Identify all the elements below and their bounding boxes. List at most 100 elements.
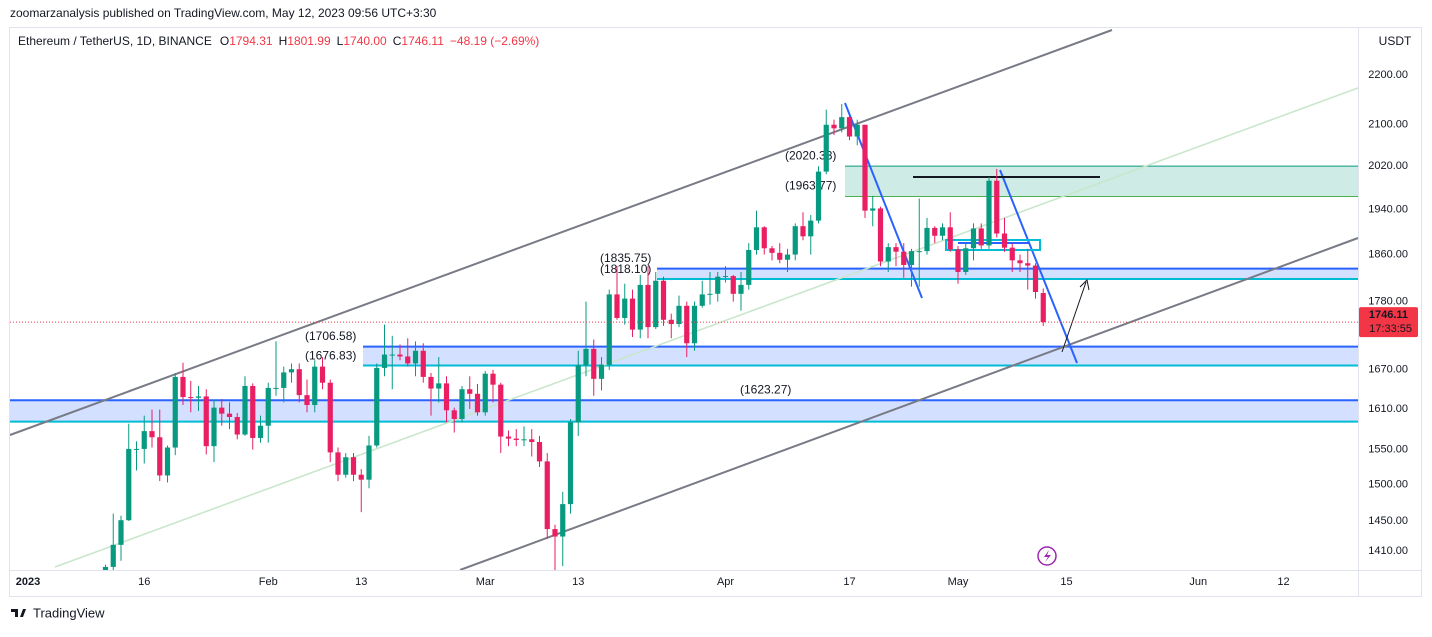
x-tick-label: Feb bbox=[259, 576, 278, 588]
candle-body bbox=[939, 227, 946, 236]
candle-body bbox=[676, 305, 682, 325]
countdown-label: 17:33:55 bbox=[1369, 323, 1412, 335]
candle-body bbox=[691, 305, 698, 344]
candle-body bbox=[877, 208, 884, 262]
candle-body bbox=[203, 396, 209, 447]
candle-body bbox=[870, 208, 876, 211]
y-tick-label: 1780.00 bbox=[1368, 296, 1408, 308]
candle-body bbox=[932, 227, 938, 236]
candle-body bbox=[350, 457, 357, 475]
y-tick-label: 1610.00 bbox=[1368, 403, 1408, 415]
candle-body bbox=[343, 457, 349, 475]
y-tick-label: 2200.00 bbox=[1368, 69, 1408, 81]
candle-body bbox=[575, 365, 581, 423]
zone-label: (2020.33) bbox=[785, 148, 836, 162]
tradingview-logo bbox=[11, 609, 26, 617]
y-tick-label: 1940.00 bbox=[1368, 203, 1408, 215]
candle-body bbox=[397, 354, 403, 357]
y-tick-label: 1550.00 bbox=[1368, 444, 1408, 456]
candle-body bbox=[567, 422, 574, 505]
candle-body bbox=[226, 413, 233, 417]
candle-body bbox=[242, 385, 248, 435]
candle-body bbox=[707, 293, 713, 295]
candle-body bbox=[761, 227, 767, 249]
candle-body bbox=[684, 305, 690, 344]
candle-body bbox=[521, 439, 527, 441]
zones: (2020.33) (1963.77) (1835.75)(1818.10) (170… bbox=[10, 148, 1358, 423]
y-tick-label: 1410.00 bbox=[1368, 545, 1408, 557]
candle-body bbox=[490, 373, 496, 385]
zone bbox=[363, 346, 1358, 366]
candle-body bbox=[846, 117, 853, 137]
candle-body bbox=[335, 452, 341, 475]
symbol-legend: Ethereum / TetherUS, 1D, BINANCE O1794.31… bbox=[18, 34, 539, 48]
candle-body bbox=[474, 393, 481, 413]
x-tick-label: Jun bbox=[1189, 576, 1207, 588]
ohlc-label: C bbox=[393, 34, 402, 48]
candle-body bbox=[304, 395, 310, 405]
candle-body bbox=[622, 298, 628, 318]
drawings bbox=[10, 29, 1358, 570]
candle-body bbox=[653, 280, 659, 328]
candle-body bbox=[645, 284, 651, 328]
candle-body bbox=[753, 227, 760, 250]
candle-body bbox=[715, 276, 721, 294]
footer-brand: TradingView bbox=[33, 605, 105, 620]
candle-body bbox=[505, 436, 512, 439]
candle-body bbox=[800, 226, 806, 237]
last-price-label: 1746.11 bbox=[1369, 309, 1408, 321]
ohlc-value: 1794.31 bbox=[229, 34, 273, 48]
event-bolt[interactable] bbox=[1044, 550, 1051, 562]
arrow-head bbox=[1079, 278, 1090, 291]
candle-body bbox=[769, 248, 775, 253]
candle-body bbox=[459, 389, 465, 419]
plot: (2020.33) (1963.77) (1835.75)(1818.10) (170… bbox=[10, 29, 1358, 570]
ohlc-label: L bbox=[337, 34, 344, 48]
candle-body bbox=[164, 447, 171, 476]
candle-body bbox=[374, 367, 380, 446]
ohlc-value: 1746.11 bbox=[401, 34, 444, 48]
candle-body bbox=[358, 474, 364, 480]
candle-body bbox=[614, 294, 620, 318]
candle-body bbox=[118, 520, 124, 545]
candle-body bbox=[1040, 293, 1046, 323]
candle-body bbox=[288, 369, 295, 373]
candle-body bbox=[219, 407, 225, 414]
candle-body bbox=[389, 354, 395, 356]
candle-body bbox=[180, 376, 186, 398]
candle-body bbox=[854, 124, 860, 137]
candle-body bbox=[257, 425, 264, 438]
candle-body bbox=[498, 384, 504, 437]
x-tick-label: 17 bbox=[843, 576, 855, 588]
candle-body bbox=[746, 249, 752, 285]
candle-body bbox=[188, 397, 194, 399]
symbol: Ethereum / TetherUS, 1D, BINANCE bbox=[18, 34, 212, 48]
candle-body bbox=[1032, 265, 1039, 293]
candle-body bbox=[250, 385, 256, 438]
ohlc-value: 1801.99 bbox=[287, 34, 331, 48]
candles bbox=[102, 104, 1046, 570]
candle-body bbox=[428, 376, 434, 389]
candle-body bbox=[157, 437, 163, 476]
candle-body bbox=[862, 124, 868, 211]
candle-body bbox=[560, 504, 566, 537]
candle-body bbox=[141, 431, 147, 449]
zone-label: (1835.75) bbox=[600, 251, 651, 265]
candle-body bbox=[908, 251, 915, 265]
zone-label: (1706.58) bbox=[305, 329, 356, 343]
candle-body bbox=[281, 372, 287, 388]
candle-body bbox=[381, 354, 388, 368]
y-tick-label: 2020.00 bbox=[1368, 160, 1408, 172]
candle-body bbox=[536, 442, 543, 462]
candle-body bbox=[792, 226, 798, 255]
zone bbox=[10, 400, 1358, 422]
event-icon[interactable] bbox=[1037, 546, 1057, 566]
last-price-box bbox=[1359, 307, 1418, 338]
candle-body bbox=[211, 407, 217, 447]
candle-body bbox=[924, 227, 930, 252]
candle-body bbox=[436, 383, 442, 389]
x-tick-label: 13 bbox=[355, 576, 367, 588]
range-box bbox=[945, 239, 1041, 251]
